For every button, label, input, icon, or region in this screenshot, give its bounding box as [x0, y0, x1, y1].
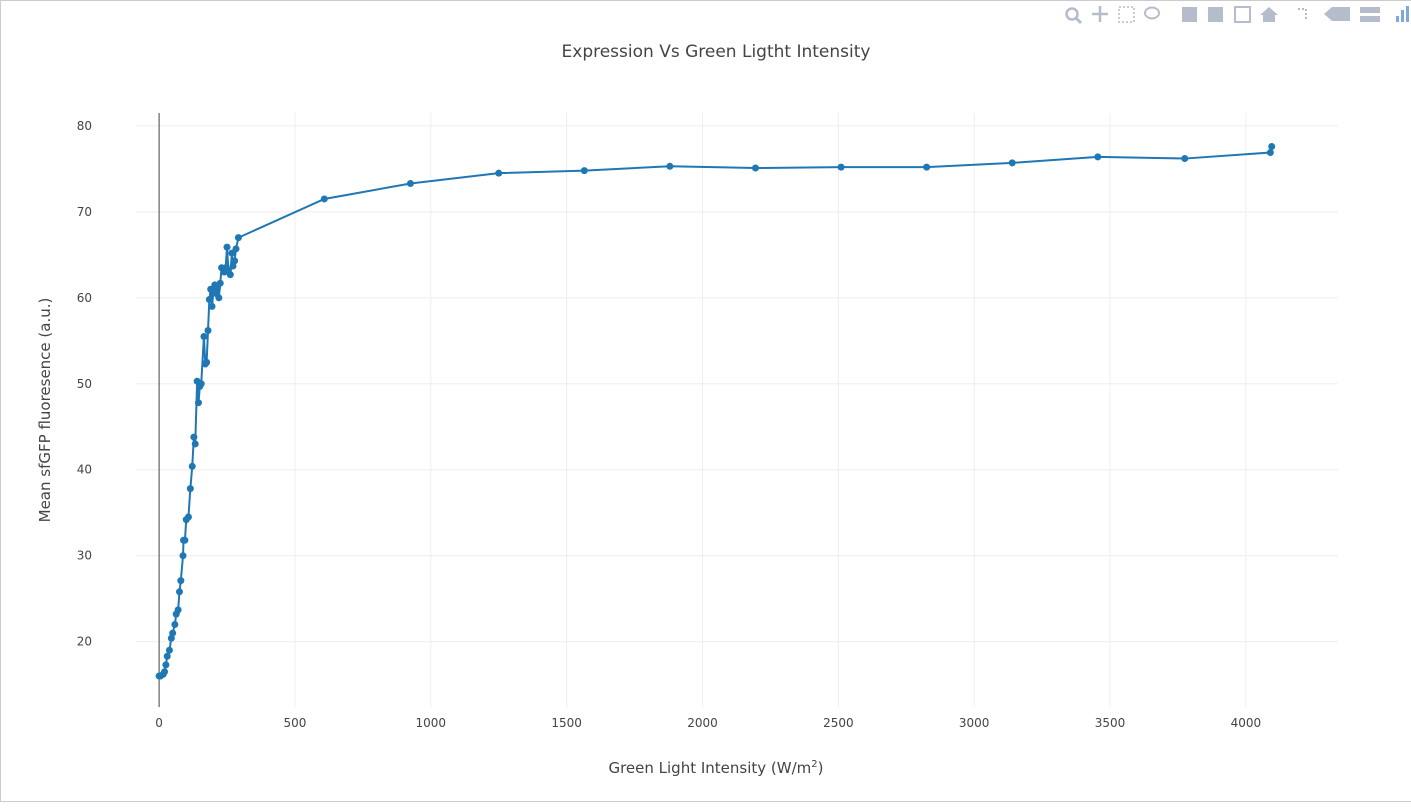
- data-point: [188, 462, 196, 470]
- data-point: [406, 179, 414, 187]
- data-point: [200, 333, 208, 341]
- x-tick-label: 2500: [823, 716, 854, 730]
- data-point: [205, 296, 213, 304]
- data-point: [1268, 143, 1276, 151]
- data-point: [174, 606, 182, 614]
- data-point: [320, 195, 328, 203]
- data-point: [197, 380, 205, 388]
- data-point: [232, 245, 240, 253]
- data-point: [181, 536, 189, 544]
- y-tick-label: 60: [77, 291, 92, 305]
- modebar: [1065, 6, 1409, 25]
- data-point: [1181, 155, 1189, 163]
- data-point: [495, 169, 503, 177]
- plotly-logo[interactable]: [1396, 6, 1409, 22]
- x-tick-label: 3500: [1095, 716, 1126, 730]
- data-point: [179, 552, 187, 560]
- lasso-button[interactable]: [1144, 6, 1160, 20]
- y-tick-label: 40: [77, 463, 92, 477]
- data-point: [837, 163, 845, 171]
- y-tick-label: 30: [77, 549, 92, 563]
- hover-compare-button[interactable]: [1360, 7, 1380, 22]
- data-point: [161, 668, 169, 676]
- zoom-out-button[interactable]: [1208, 7, 1223, 22]
- data-point: [215, 294, 223, 302]
- x-axis-label-text: ): [818, 759, 824, 777]
- x-tick-label: 0: [155, 716, 163, 730]
- data-point: [208, 302, 216, 310]
- x-tick-label: 4000: [1231, 716, 1262, 730]
- y-tick-label: 50: [77, 377, 92, 391]
- x-tick-label: 1500: [551, 716, 582, 730]
- autoscale-button[interactable]: [1234, 6, 1251, 23]
- chart-title: Expression Vs Green Ligtht Intensity: [562, 42, 871, 62]
- data-point: [1266, 149, 1274, 157]
- x-axis-label-text: Green Light Intensity (W/m: [608, 759, 811, 777]
- data-point: [1008, 159, 1016, 167]
- data-point: [666, 162, 674, 170]
- data-point: [184, 513, 192, 521]
- x-tick-label: 2000: [687, 716, 718, 730]
- data-point: [923, 163, 931, 171]
- data-point: [171, 620, 179, 628]
- x-tick-label: 1000: [416, 716, 447, 730]
- x-axis-label: Green Light Intensity (W/m2): [608, 759, 823, 777]
- hover-closest-button[interactable]: [1324, 7, 1350, 21]
- data-point: [204, 326, 212, 334]
- data-point: [231, 257, 239, 265]
- box-select-button[interactable]: [1118, 6, 1135, 23]
- zoom-button[interactable]: [1065, 7, 1083, 25]
- pan-button[interactable]: [1092, 6, 1108, 22]
- data-point: [165, 646, 173, 654]
- data-point: [169, 629, 177, 637]
- data-point: [751, 164, 759, 172]
- data-point: [1094, 153, 1102, 161]
- reset-button[interactable]: [1260, 7, 1278, 22]
- data-point: [580, 167, 588, 175]
- y-tick-label: 80: [77, 119, 92, 133]
- data-point: [177, 577, 185, 585]
- data-point: [223, 243, 231, 251]
- zoom-in-button[interactable]: [1182, 7, 1197, 22]
- y-axis-label: Mean sfGFP fluoresence (a.u.): [36, 298, 54, 523]
- data-point: [163, 652, 171, 660]
- data-point: [162, 661, 170, 669]
- data-point: [226, 271, 234, 279]
- spike-button[interactable]: [1298, 8, 1307, 19]
- data-point: [234, 234, 242, 242]
- x-tick-label: 500: [283, 716, 306, 730]
- data-point: [216, 279, 224, 287]
- data-point: [194, 399, 202, 407]
- data-point: [175, 588, 183, 596]
- x-tick-label: 3000: [959, 716, 990, 730]
- data-point: [186, 485, 194, 493]
- data-point: [203, 358, 211, 366]
- data-point: [190, 433, 198, 441]
- y-tick-label: 20: [77, 635, 92, 649]
- data-point: [191, 440, 199, 448]
- y-tick-label: 70: [77, 205, 92, 219]
- x-axis-label-superscript: 2: [811, 759, 817, 770]
